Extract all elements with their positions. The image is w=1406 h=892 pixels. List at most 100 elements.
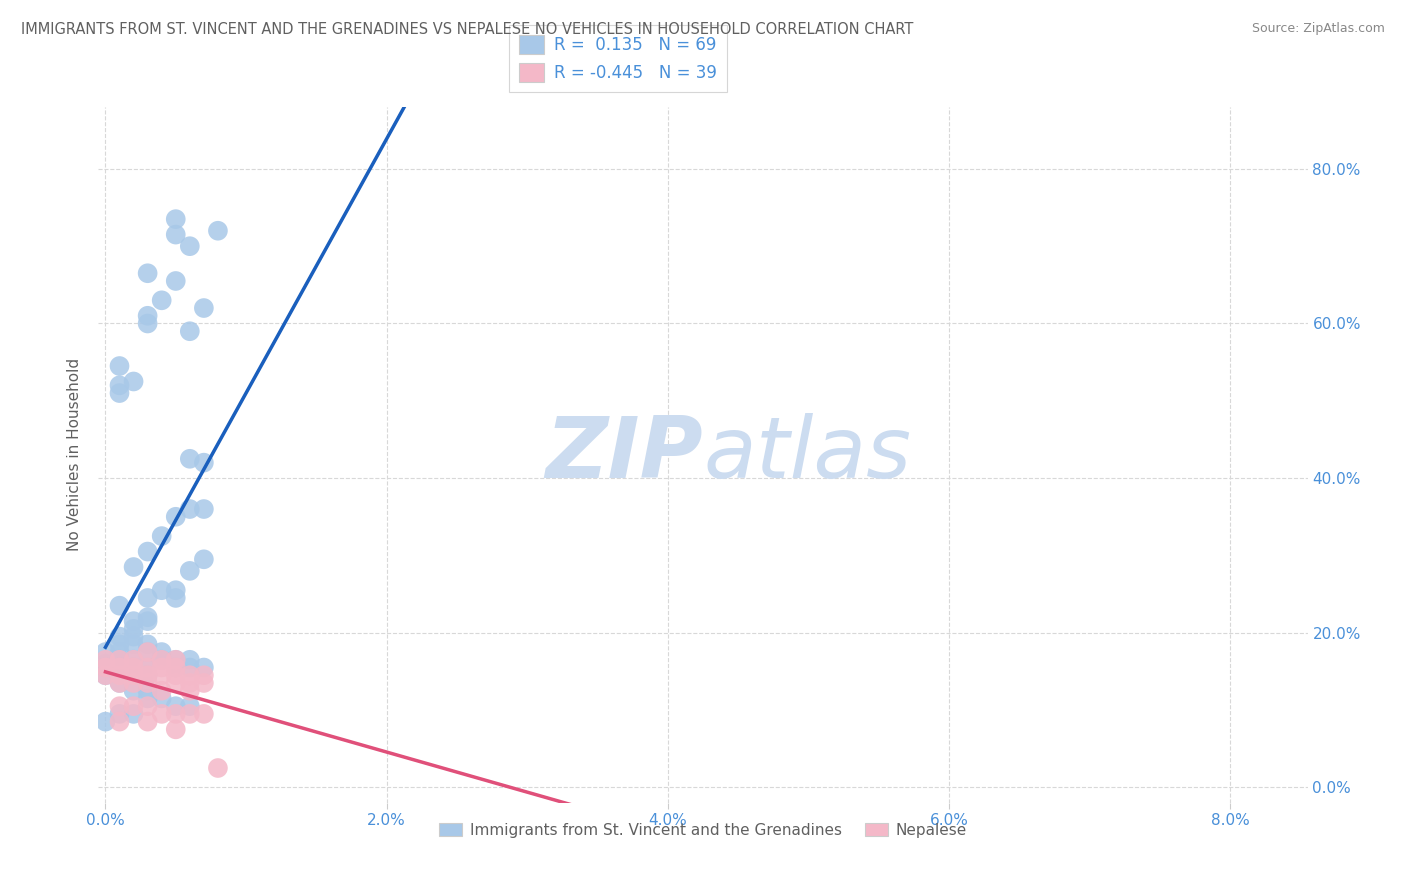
Point bbox=[136, 591, 159, 605]
Point bbox=[136, 668, 159, 682]
Point bbox=[179, 653, 201, 667]
Point bbox=[179, 676, 201, 690]
Point bbox=[122, 660, 145, 674]
Point bbox=[108, 653, 131, 667]
Point bbox=[136, 309, 159, 323]
Point bbox=[207, 761, 229, 775]
Point bbox=[136, 544, 159, 558]
Point bbox=[136, 714, 159, 729]
Point bbox=[165, 509, 187, 524]
Point bbox=[122, 668, 145, 682]
Point bbox=[108, 637, 131, 651]
Point bbox=[193, 552, 215, 566]
Point bbox=[122, 676, 145, 690]
Point bbox=[165, 653, 187, 667]
Point bbox=[122, 706, 145, 721]
Text: ZIP: ZIP bbox=[546, 413, 703, 497]
Point bbox=[150, 529, 173, 543]
Point bbox=[165, 668, 187, 682]
Point bbox=[108, 660, 131, 674]
Point bbox=[165, 660, 187, 674]
Point bbox=[207, 224, 229, 238]
Point bbox=[193, 706, 215, 721]
Point bbox=[193, 301, 215, 315]
Point bbox=[108, 660, 131, 674]
Point bbox=[136, 614, 159, 628]
Text: Source: ZipAtlas.com: Source: ZipAtlas.com bbox=[1251, 22, 1385, 36]
Point bbox=[179, 706, 201, 721]
Point bbox=[136, 699, 159, 714]
Text: atlas: atlas bbox=[703, 413, 911, 497]
Point bbox=[122, 560, 145, 574]
Point bbox=[122, 683, 145, 698]
Point bbox=[150, 653, 173, 667]
Point bbox=[108, 386, 131, 401]
Point bbox=[165, 723, 187, 737]
Point bbox=[165, 274, 187, 288]
Point bbox=[136, 660, 159, 674]
Point bbox=[165, 583, 187, 598]
Point bbox=[165, 591, 187, 605]
Point bbox=[165, 653, 187, 667]
Point bbox=[108, 599, 131, 613]
Point bbox=[136, 637, 159, 651]
Point bbox=[136, 610, 159, 624]
Point bbox=[94, 645, 117, 659]
Point bbox=[150, 683, 173, 698]
Point bbox=[165, 227, 187, 242]
Point bbox=[94, 660, 117, 674]
Point bbox=[136, 645, 159, 659]
Point bbox=[193, 668, 215, 682]
Point bbox=[179, 699, 201, 714]
Point bbox=[136, 266, 159, 280]
Point bbox=[94, 660, 117, 674]
Point bbox=[108, 676, 131, 690]
Point bbox=[165, 699, 187, 714]
Point bbox=[150, 668, 173, 682]
Point bbox=[108, 657, 131, 671]
Point bbox=[179, 683, 201, 698]
Point bbox=[94, 668, 117, 682]
Point bbox=[122, 614, 145, 628]
Point bbox=[94, 714, 117, 729]
Point bbox=[150, 660, 173, 674]
Point bbox=[122, 653, 145, 667]
Point bbox=[108, 676, 131, 690]
Point bbox=[108, 359, 131, 373]
Point bbox=[136, 676, 159, 690]
Point bbox=[150, 653, 173, 667]
Point bbox=[136, 317, 159, 331]
Point bbox=[94, 657, 117, 671]
Point bbox=[193, 676, 215, 690]
Point bbox=[108, 706, 131, 721]
Point bbox=[193, 502, 215, 516]
Point bbox=[108, 699, 131, 714]
Point bbox=[108, 645, 131, 659]
Point bbox=[179, 239, 201, 253]
Point bbox=[136, 668, 159, 682]
Y-axis label: No Vehicles in Household: No Vehicles in Household bbox=[67, 359, 83, 551]
Point bbox=[150, 583, 173, 598]
Point bbox=[193, 660, 215, 674]
Legend: Immigrants from St. Vincent and the Grenadines, Nepalese: Immigrants from St. Vincent and the Gren… bbox=[433, 816, 973, 844]
Point bbox=[122, 375, 145, 389]
Point bbox=[179, 660, 201, 674]
Point bbox=[122, 637, 145, 651]
Point bbox=[179, 668, 201, 682]
Point bbox=[108, 714, 131, 729]
Point bbox=[165, 676, 187, 690]
Point bbox=[150, 691, 173, 706]
Point bbox=[136, 660, 159, 674]
Point bbox=[179, 324, 201, 338]
Point bbox=[122, 630, 145, 644]
Point bbox=[94, 653, 117, 667]
Point bbox=[165, 706, 187, 721]
Point bbox=[150, 293, 173, 308]
Point bbox=[179, 564, 201, 578]
Point bbox=[122, 699, 145, 714]
Point bbox=[108, 378, 131, 392]
Point bbox=[150, 706, 173, 721]
Point bbox=[108, 630, 131, 644]
Point bbox=[122, 660, 145, 674]
Point bbox=[150, 645, 173, 659]
